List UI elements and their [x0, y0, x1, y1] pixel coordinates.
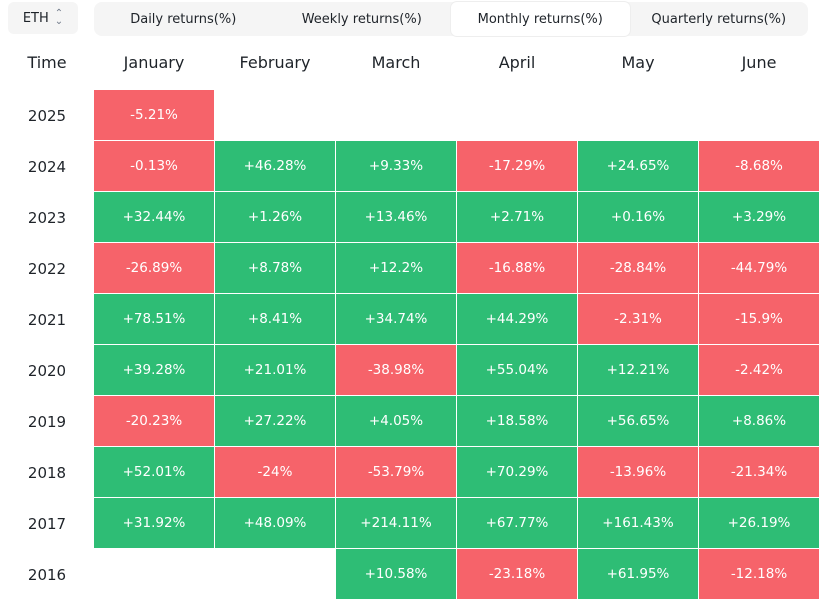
return-cell [457, 90, 577, 140]
table-row: 2025 -5.21% [0, 90, 824, 141]
row-year: 2016 [27, 565, 67, 584]
return-cell: -20.23% [94, 396, 214, 446]
row-year: 2022 [27, 259, 67, 278]
row-year: 2023 [27, 208, 67, 227]
return-cell: +44.29% [457, 294, 577, 344]
return-cell: -38.98% [336, 345, 456, 395]
return-cell [94, 549, 214, 599]
table-row: 2023 +32.44% +1.26% +13.46% +2.71% +0.16% +3.2… [0, 192, 824, 243]
return-cell: +55.04% [457, 345, 577, 395]
return-cell: +70.29% [457, 447, 577, 497]
header-month: May [621, 52, 655, 72]
row-year: 2020 [27, 361, 67, 380]
table-row: 2020 +39.28% +21.01% -38.98% +55.04% +12.21% -… [0, 345, 824, 396]
tab-quarterly-returns[interactable]: Quarterly returns(%) [651, 11, 787, 27]
header-month: March [371, 52, 421, 72]
return-cell: +31.92% [94, 498, 214, 548]
asset-select-value: ETH [22, 10, 49, 26]
return-cell: -2.31% [578, 294, 698, 344]
header-time: Time [27, 52, 67, 72]
return-cell: -24% [215, 447, 335, 497]
return-cell: -15.9% [699, 294, 819, 344]
return-cell: +13.46% [336, 192, 456, 242]
return-cell [336, 90, 456, 140]
tab-weekly-returns[interactable]: Weekly returns(%) [301, 11, 422, 27]
return-cell: +12.2% [336, 243, 456, 293]
return-cell: +2.71% [457, 192, 577, 242]
returns-tabs: Daily returns(%) Weekly returns(%) Month… [94, 2, 808, 36]
return-cell: +34.74% [336, 294, 456, 344]
tab-daily-returns[interactable]: Daily returns(%) [130, 11, 237, 27]
header-month: April [498, 52, 536, 72]
return-cell: +27.22% [215, 396, 335, 446]
return-cell: +39.28% [94, 345, 214, 395]
return-cell: +0.16% [578, 192, 698, 242]
return-cell: +21.01% [215, 345, 335, 395]
return-cell: -21.34% [699, 447, 819, 497]
return-cell [578, 90, 698, 140]
return-cell: +18.58% [457, 396, 577, 446]
return-cell: -23.18% [457, 549, 577, 599]
table-row: 2024 -0.13% +46.28% +9.33% -17.29% +24.65% -8.… [0, 141, 824, 192]
return-cell: -28.84% [578, 243, 698, 293]
return-cell: +67.77% [457, 498, 577, 548]
header-month: January [123, 52, 185, 72]
table-row: 2022 -26.89% +8.78% +12.2% -16.88% -28.84% -44… [0, 243, 824, 294]
top-bar: ETH ⌃ ⌄ Daily returns(%) Weekly returns(%… [0, 0, 824, 38]
return-cell: +12.21% [578, 345, 698, 395]
table-header: Time January February March April May Ju… [0, 40, 824, 84]
return-cell: +9.33% [336, 141, 456, 191]
row-year: 2017 [27, 514, 67, 533]
return-cell: -2.42% [699, 345, 819, 395]
table-row: 2021 +78.51% +8.41% +34.74% +44.29% -2.31% -15… [0, 294, 824, 345]
return-cell: +214.11% [336, 498, 456, 548]
return-cell: -5.21% [94, 90, 214, 140]
updown-chevron-icon: ⌃ ⌄ [54, 8, 64, 27]
asset-select[interactable]: ETH ⌃ ⌄ [8, 2, 78, 34]
return-cell: -26.89% [94, 243, 214, 293]
return-cell: +56.65% [578, 396, 698, 446]
return-cell: +8.78% [215, 243, 335, 293]
header-month: June [741, 52, 777, 72]
return-cell [699, 90, 819, 140]
return-cell: +8.86% [699, 396, 819, 446]
return-cell [215, 549, 335, 599]
row-year: 2025 [27, 106, 67, 125]
table-row: 2018 +52.01% -24% -53.79% +70.29% -13.96% -21.… [0, 447, 824, 498]
row-year: 2021 [27, 310, 67, 329]
tab-monthly-returns[interactable]: Monthly returns(%) [451, 2, 630, 36]
return-cell: +161.43% [578, 498, 698, 548]
return-cell: -44.79% [699, 243, 819, 293]
return-cell: -8.68% [699, 141, 819, 191]
header-month: February [239, 52, 311, 72]
return-cell: +3.29% [699, 192, 819, 242]
return-cell: -12.18% [699, 549, 819, 599]
return-cell: +78.51% [94, 294, 214, 344]
return-cell: -17.29% [457, 141, 577, 191]
return-cell: -16.88% [457, 243, 577, 293]
row-year: 2019 [27, 412, 67, 431]
return-cell: +4.05% [336, 396, 456, 446]
return-cell: +24.65% [578, 141, 698, 191]
return-cell [215, 90, 335, 140]
return-cell: +8.41% [215, 294, 335, 344]
table-row: 2016 +10.58% -23.18% +61.95% -12.18% [0, 549, 824, 600]
table-row: 2019 -20.23% +27.22% +4.05% +18.58% +56.65% +8… [0, 396, 824, 447]
return-cell: +48.09% [215, 498, 335, 548]
return-cell: +32.44% [94, 192, 214, 242]
table-row: 2017 +31.92% +48.09% +214.11% +67.77% +161.43… [0, 498, 824, 549]
return-cell: +61.95% [578, 549, 698, 599]
return-cell: +1.26% [215, 192, 335, 242]
return-cell: +52.01% [94, 447, 214, 497]
return-cell: +10.58% [336, 549, 456, 599]
return-cell: +26.19% [699, 498, 819, 548]
row-year: 2024 [27, 157, 67, 176]
return-cell: -0.13% [94, 141, 214, 191]
return-cell: -53.79% [336, 447, 456, 497]
row-year: 2018 [27, 463, 67, 482]
return-cell: +46.28% [215, 141, 335, 191]
return-cell: -13.96% [578, 447, 698, 497]
